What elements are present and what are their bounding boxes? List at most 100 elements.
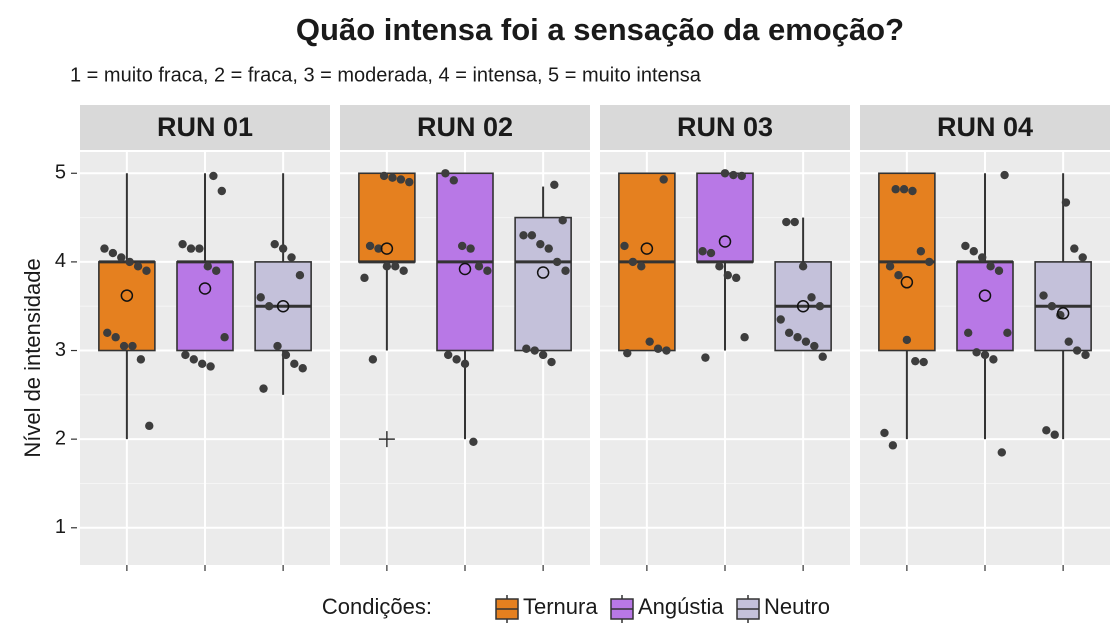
point [740, 333, 749, 342]
point [544, 244, 553, 253]
point [1039, 291, 1048, 300]
point [119, 341, 129, 351]
y-tick-label: 2 [55, 427, 66, 449]
y-axis-label: Nível de intensidade [20, 258, 45, 457]
point [281, 350, 291, 360]
point [287, 253, 296, 262]
point [189, 355, 198, 364]
point [270, 239, 279, 249]
mean [900, 276, 914, 289]
point [790, 217, 799, 227]
point [181, 350, 190, 360]
point [405, 177, 414, 187]
point [1070, 244, 1079, 253]
point [623, 348, 632, 358]
point [203, 262, 212, 271]
mean [198, 282, 212, 295]
point [723, 270, 732, 280]
point [1047, 302, 1057, 311]
point [1000, 170, 1009, 180]
point [801, 337, 811, 346]
point [298, 364, 307, 373]
point [449, 176, 458, 185]
point [737, 171, 746, 181]
point [986, 262, 995, 271]
strip-label: RUN 01 [157, 112, 253, 142]
point [136, 355, 146, 364]
point [483, 266, 492, 275]
point [894, 270, 903, 280]
point [885, 262, 895, 271]
point [290, 359, 299, 369]
point [720, 169, 730, 178]
point [379, 171, 389, 181]
point [628, 257, 638, 267]
point [698, 247, 707, 256]
point [620, 241, 629, 251]
point [888, 441, 898, 450]
mean [536, 266, 550, 279]
point [256, 293, 265, 302]
point [908, 186, 917, 196]
point [1042, 426, 1051, 435]
point [295, 270, 305, 280]
point [388, 173, 397, 182]
point [925, 257, 934, 267]
box [98, 261, 156, 352]
point [732, 273, 741, 283]
point [538, 350, 548, 360]
point [911, 356, 920, 366]
y-tick-label: 5 [55, 162, 66, 184]
outlier [378, 431, 395, 448]
point [259, 384, 268, 393]
point [550, 180, 559, 189]
point [701, 353, 710, 362]
point [561, 266, 570, 275]
point [391, 262, 400, 271]
point [264, 302, 274, 311]
point [1081, 350, 1090, 360]
point [978, 253, 987, 262]
point [527, 231, 537, 240]
point [206, 362, 215, 371]
point [365, 241, 375, 251]
point [1072, 346, 1082, 355]
point [637, 262, 646, 271]
mean [1056, 307, 1070, 320]
point [382, 262, 392, 271]
point [212, 266, 221, 275]
point [964, 328, 973, 337]
point [220, 333, 229, 342]
point [278, 244, 288, 253]
point [128, 341, 137, 351]
point [178, 239, 187, 249]
chart-subtitle: 1 = muito fraca, 2 = fraca, 3 = moderada… [70, 64, 702, 86]
mean [380, 242, 394, 255]
point [530, 346, 539, 355]
point [798, 262, 808, 271]
point [989, 355, 998, 364]
point [645, 337, 654, 346]
point [706, 248, 716, 258]
point [536, 239, 545, 249]
point [919, 357, 928, 367]
chart-title: Quão intensa foi a sensação da emoção? [296, 12, 904, 47]
point [103, 328, 112, 337]
point [273, 341, 282, 351]
point [145, 421, 154, 431]
point [1078, 253, 1087, 262]
point [142, 266, 151, 275]
point [108, 248, 118, 258]
strip [340, 105, 590, 150]
point [474, 262, 484, 271]
point [441, 169, 450, 178]
point [880, 428, 889, 438]
strip [860, 105, 1110, 150]
point [552, 257, 562, 267]
point [776, 315, 785, 324]
strip-label: RUN 04 [937, 112, 1033, 142]
point [466, 244, 475, 253]
box [956, 261, 1014, 352]
point [460, 359, 470, 369]
point [818, 352, 827, 361]
